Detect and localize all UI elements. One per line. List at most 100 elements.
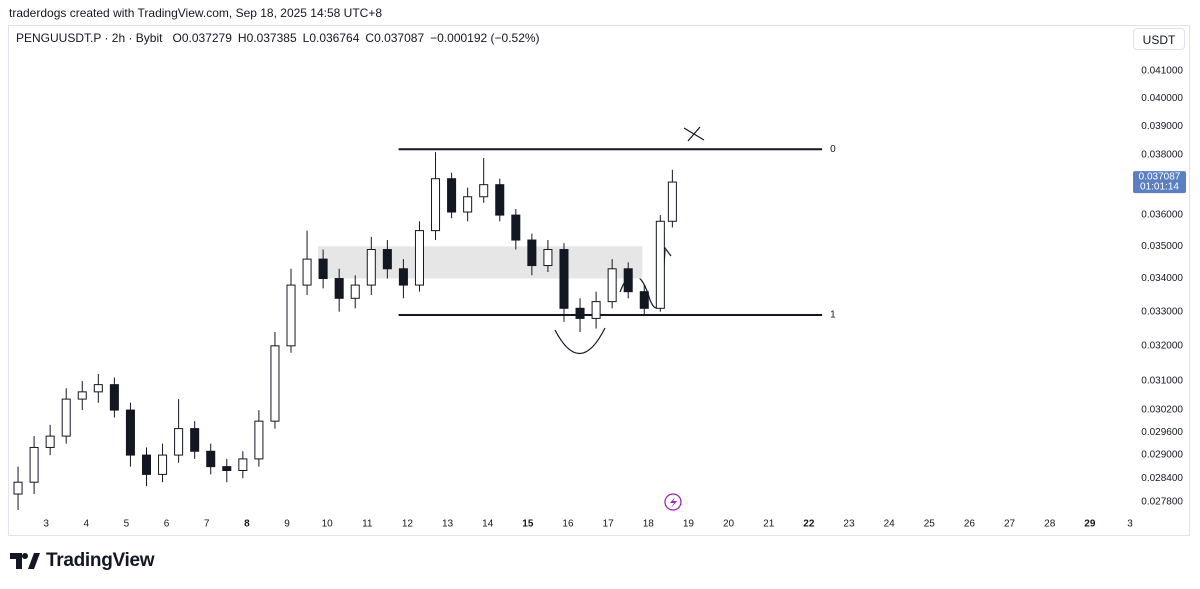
candle-body	[141, 454, 152, 475]
y-tick-label: 0.030200	[1141, 405, 1183, 416]
candle-body	[559, 249, 569, 309]
candle-body	[447, 178, 457, 213]
x-tick-label: 13	[442, 519, 454, 530]
candle-body	[254, 420, 264, 460]
level-label: 1	[830, 310, 836, 321]
x-tick-label: 22	[803, 519, 815, 530]
x-tick-label: 16	[562, 519, 574, 530]
level-label: 0	[830, 144, 836, 155]
candle-body	[495, 184, 505, 216]
x-tick-label: 17	[603, 519, 615, 530]
candle-body	[174, 428, 184, 456]
price-tag	[1133, 171, 1186, 194]
candle-body	[511, 214, 521, 241]
x-tick-label: 14	[482, 519, 494, 530]
y-tick-label: 0.031000	[1141, 376, 1183, 387]
y-tick-label: 0.033000	[1141, 306, 1183, 317]
candle-body	[93, 384, 103, 393]
candle-body	[45, 435, 55, 448]
x-tick-label: 20	[723, 519, 735, 530]
y-tick-label: 0.039000	[1141, 121, 1183, 132]
candle-body	[270, 345, 280, 422]
x-tick-label: 19	[683, 519, 695, 530]
x-tick-label: 25	[924, 519, 936, 530]
candle-body	[77, 391, 87, 400]
ohlc-value: 0.037279	[181, 31, 232, 45]
x-mark	[687, 126, 701, 142]
candle-body	[607, 268, 617, 303]
ohlc: O0.037279 H0.037385 L0.036764 C0.037087	[173, 31, 431, 45]
y-tick-label: 0.028400	[1141, 473, 1183, 484]
candle-body	[527, 239, 537, 267]
x-tick-label: 5	[124, 519, 130, 530]
candle-body	[302, 258, 312, 286]
candle-body	[190, 428, 200, 452]
candle-body	[29, 446, 39, 483]
x-tick-label: 24	[884, 519, 896, 530]
x-tick-label: 4	[83, 519, 89, 530]
candle-body	[479, 184, 489, 198]
price-tag-value: 0.037087	[1139, 172, 1181, 183]
x-tick-label: 26	[964, 519, 976, 530]
x-tick-label: 3	[43, 519, 49, 530]
candle-body	[222, 466, 232, 471]
candle-body	[206, 450, 216, 468]
ohlc-key: L	[302, 31, 310, 45]
candle-body	[431, 178, 441, 232]
candle-body	[655, 220, 665, 309]
event-icon-bolt	[670, 497, 677, 508]
x-tick-label: 23	[843, 519, 855, 530]
ohlc-value: 0.037385	[246, 31, 297, 45]
ohlc-key: C	[365, 31, 375, 45]
candle-body	[575, 307, 585, 319]
y-tick-label: 0.032000	[1141, 340, 1183, 351]
currency-button[interactable]: USDT	[1133, 28, 1185, 50]
x-tick-label: 6	[164, 519, 170, 530]
x-tick-label: 21	[763, 519, 775, 530]
x-tick-label: 18	[643, 519, 655, 530]
x-tick-label: 29	[1084, 519, 1096, 530]
zone	[317, 246, 643, 279]
x-tick-label: 15	[522, 519, 534, 530]
y-tick-label: 0.038000	[1141, 150, 1183, 161]
event-icon[interactable]	[664, 493, 682, 511]
candle-body	[414, 230, 424, 286]
candle-body	[286, 284, 296, 347]
candle-body	[350, 284, 360, 299]
candle-body	[623, 268, 633, 293]
candle-body	[639, 291, 649, 309]
legend: PENGUUSDT.P · 2h · Bybit O0.037279 H0.037…	[16, 31, 540, 45]
candle-body	[13, 481, 23, 495]
x-tick-label: 8	[244, 519, 250, 530]
x-tick-label: 11	[362, 519, 373, 530]
chart-panel	[8, 25, 1190, 536]
candle-body	[318, 258, 328, 280]
candle-body	[125, 409, 135, 456]
x-tick-label: 3	[1127, 519, 1133, 530]
y-tick-label: 0.035000	[1141, 241, 1183, 252]
x-tick-label: 28	[1044, 519, 1056, 530]
candle-body	[382, 249, 392, 270]
candle-body	[366, 249, 376, 286]
candle-body	[667, 181, 677, 222]
x-tick-label: 10	[322, 519, 334, 530]
y-tick-label: 0.029600	[1141, 427, 1183, 438]
x-tick-label: 27	[1004, 519, 1016, 530]
y-tick-label: 0.034000	[1141, 273, 1183, 284]
ohlc-key: O	[172, 31, 182, 45]
candle-body	[334, 278, 344, 299]
x-tick-label: 12	[402, 519, 414, 530]
candle-body	[238, 458, 248, 471]
y-tick-label: 0.041000	[1141, 65, 1183, 76]
price-tag-timer: 01:01:14	[1140, 182, 1179, 193]
candle-body	[463, 196, 473, 213]
symbol: PENGUUSDT.P · 2h · Bybit	[16, 31, 163, 45]
y-tick-label: 0.027800	[1141, 497, 1183, 508]
candle-body	[543, 249, 553, 267]
cup-drawing	[554, 327, 606, 355]
logo-text: TradingView	[46, 550, 155, 571]
candle-body	[158, 454, 168, 475]
ohlc-key: H	[237, 31, 247, 45]
